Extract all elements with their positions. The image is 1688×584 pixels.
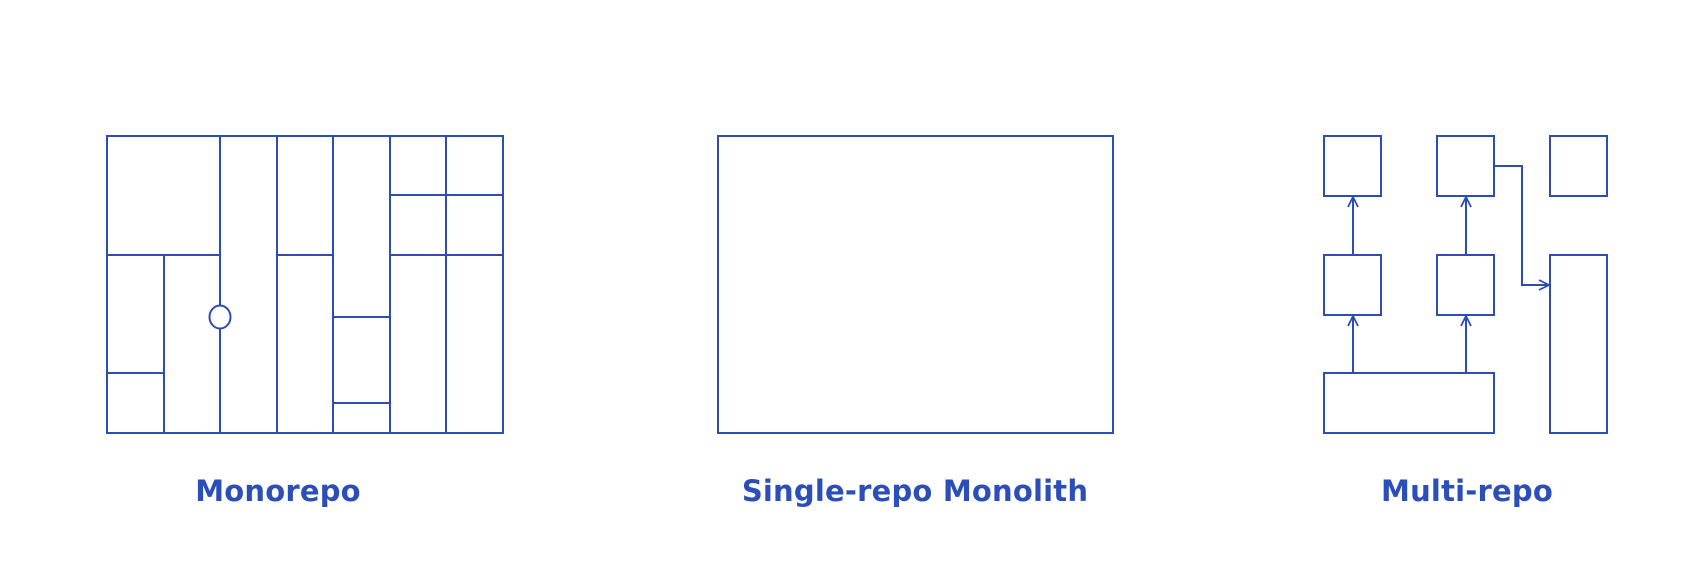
monolith-box — [717, 135, 1114, 434]
repo-box-tall — [1549, 254, 1608, 434]
repo-box — [1323, 254, 1382, 316]
monorepo-diagram — [106, 135, 504, 434]
monorepo-connector-node — [208, 304, 232, 330]
monorepo-outer-frame — [106, 135, 504, 434]
repo-box — [1436, 254, 1495, 316]
repo-box — [1436, 135, 1495, 197]
multi-repo-label: Multi-repo — [1381, 474, 1553, 508]
repo-box — [1549, 135, 1608, 197]
monolith-diagram — [717, 135, 1114, 434]
monorepo-label: Monorepo — [195, 474, 361, 508]
single-repo-monolith-label: Single-repo Monolith — [741, 474, 1089, 508]
repo-box-wide — [1323, 372, 1495, 434]
repo-box — [1323, 135, 1382, 197]
dependency-arrow-elbow — [1494, 165, 1549, 285]
multirepo-diagram — [1323, 135, 1608, 434]
